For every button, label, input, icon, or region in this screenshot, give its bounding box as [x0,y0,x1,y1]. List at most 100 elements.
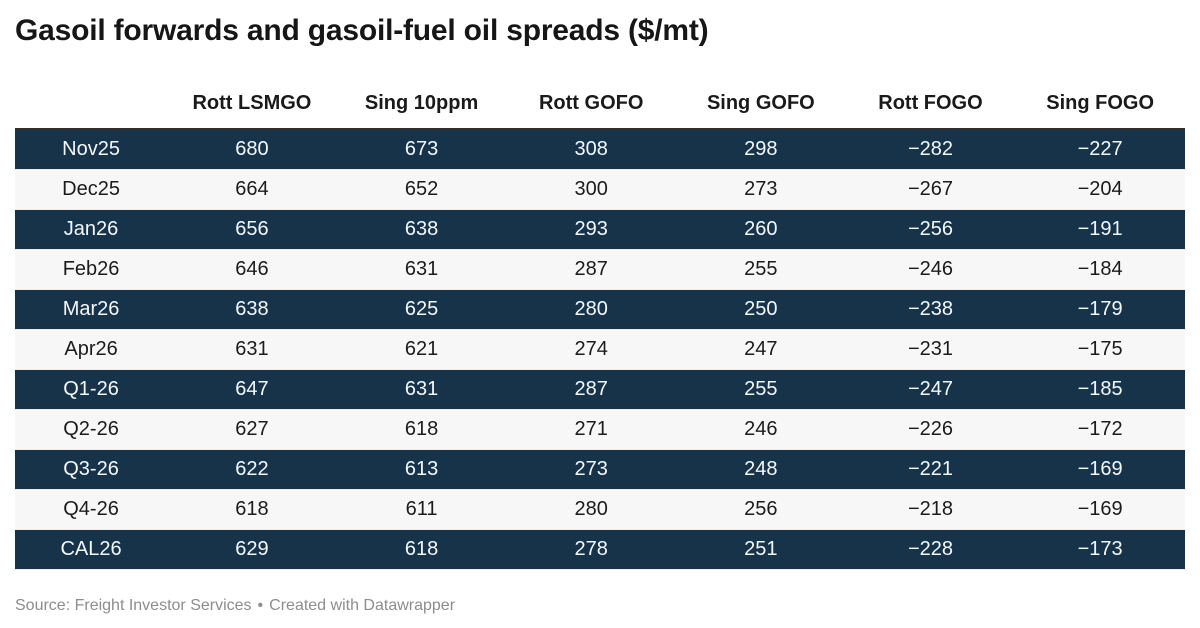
cell-value: −169 [1077,498,1123,520]
row-label-header [15,50,167,129]
cell-value: 621 [404,338,439,360]
column-header: Rott LSMGO [192,92,312,114]
cell-value: 248 [744,458,778,480]
row-label: Mar26 [62,298,120,320]
cell-value: 673 [404,138,439,160]
cell-value: 631 [404,258,439,280]
cell-value: −238 [907,298,953,320]
row-label: Feb26 [62,258,120,280]
cell-value: 273 [574,458,608,480]
table-row: Mar26 638 625 280 250 −238 −179 [15,289,1185,330]
cell-value: 618 [235,498,269,520]
cell-value: 618 [404,538,439,560]
cell-value: −179 [1077,298,1123,320]
row-label: Dec25 [62,178,120,200]
data-table: Rott LSMGO Sing 10ppm Rott GOFO Sing GOFO Ro… [15,50,1185,570]
cell-value: 618 [404,418,439,440]
column-header: Rott GOFO [538,92,644,114]
cell-value: 613 [404,458,439,480]
cell-value: 625 [404,298,439,320]
cell-value: 287 [574,378,608,400]
cell-value: −228 [907,538,953,560]
table-row: Q4-26 618 611 280 256 −218 −169 [15,489,1185,530]
cell-value: −173 [1077,538,1123,560]
cell-value: 273 [744,178,778,200]
cell-value: −282 [907,138,953,160]
chart-title: Gasoil forwards and gasoil-fuel oil spre… [15,14,709,47]
column-header: Sing GOFO [706,92,815,114]
footer-separator: • [257,597,264,614]
cell-value: 300 [574,178,608,200]
cell-value: −256 [907,218,953,240]
table-row: Apr26 631 621 274 247 −231 −175 [15,329,1185,370]
cell-value: −191 [1077,218,1123,240]
row-label: Q4-26 [63,498,119,520]
cell-value: 256 [744,498,778,520]
cell-value: 631 [235,338,269,360]
column-header: Sing 10ppm [364,92,479,114]
source-text: Source: Freight Investor Services [15,597,252,614]
cell-value: 255 [744,378,778,400]
cell-value: 271 [574,418,608,440]
column-header: Rott FOGO [878,92,983,114]
cell-value: 247 [744,338,778,360]
cell-value: 646 [235,258,269,280]
table-row: Feb26 646 631 287 255 −246 −184 [15,249,1185,290]
cell-value: −227 [1077,138,1123,160]
cell-value: −247 [907,378,953,400]
cell-value: 280 [574,498,608,520]
cell-value: −185 [1077,378,1123,400]
row-label: Q3-26 [63,458,119,480]
cell-value: −175 [1077,338,1123,360]
cell-value: 656 [235,218,269,240]
cell-value: 647 [235,378,269,400]
cell-value: 250 [744,298,778,320]
table-row: Dec25 664 652 300 273 −267 −204 [15,169,1185,210]
table-header: Rott LSMGO Sing 10ppm Rott GOFO Sing GOFO Ro… [15,50,1185,129]
cell-value: 298 [744,138,778,160]
cell-value: 246 [744,418,778,440]
table-row: Q3-26 622 613 273 248 −221 −169 [15,449,1185,490]
table-row: CAL26 629 618 278 251 −228 −173 [15,529,1185,570]
cell-value: 652 [404,178,439,200]
chart-footer: Source: Freight Investor Services • Create… [15,597,1185,615]
row-label: Apr26 [64,338,118,360]
row-label: Q1-26 [63,378,119,400]
header-row: Rott LSMGO Sing 10ppm Rott GOFO Sing GOFO Ro… [15,50,1185,129]
cell-value: 308 [574,138,608,160]
cell-value: 638 [235,298,269,320]
cell-value: 274 [574,338,608,360]
cell-value: 638 [404,218,439,240]
cell-value: −246 [907,258,953,280]
cell-value: 622 [235,458,269,480]
cell-value: −221 [907,458,953,480]
table-row: Q2-26 627 618 271 246 −226 −172 [15,409,1185,450]
cell-value: 260 [744,218,778,240]
cell-value: 293 [574,218,608,240]
cell-value: 280 [574,298,608,320]
row-label: Nov25 [62,138,120,160]
row-label: CAL26 [60,538,122,560]
column-header: Sing FOGO [1046,92,1155,114]
cell-value: 627 [235,418,269,440]
row-label: Jan26 [63,218,119,240]
cell-value: 287 [574,258,608,280]
attribution-text: Created with Datawrapper [269,597,456,614]
cell-value: 680 [235,138,269,160]
cell-value: 611 [405,498,438,520]
table-row: Jan26 656 638 293 260 −256 −191 [15,209,1185,250]
cell-value: 631 [404,378,439,400]
cell-value: 629 [235,538,269,560]
cell-value: 664 [235,178,269,200]
cell-value: −204 [1077,178,1123,200]
cell-value: 251 [744,538,778,560]
cell-value: 255 [744,258,778,280]
table-row: Nov25 680 673 308 298 −282 −227 [15,129,1185,170]
cell-value: −267 [907,178,953,200]
row-label: Q2-26 [63,418,119,440]
cell-value: −172 [1077,418,1123,440]
cell-value: 278 [574,538,608,560]
cell-value: −231 [907,338,953,360]
table-row: Q1-26 647 631 287 255 −247 −185 [15,369,1185,410]
